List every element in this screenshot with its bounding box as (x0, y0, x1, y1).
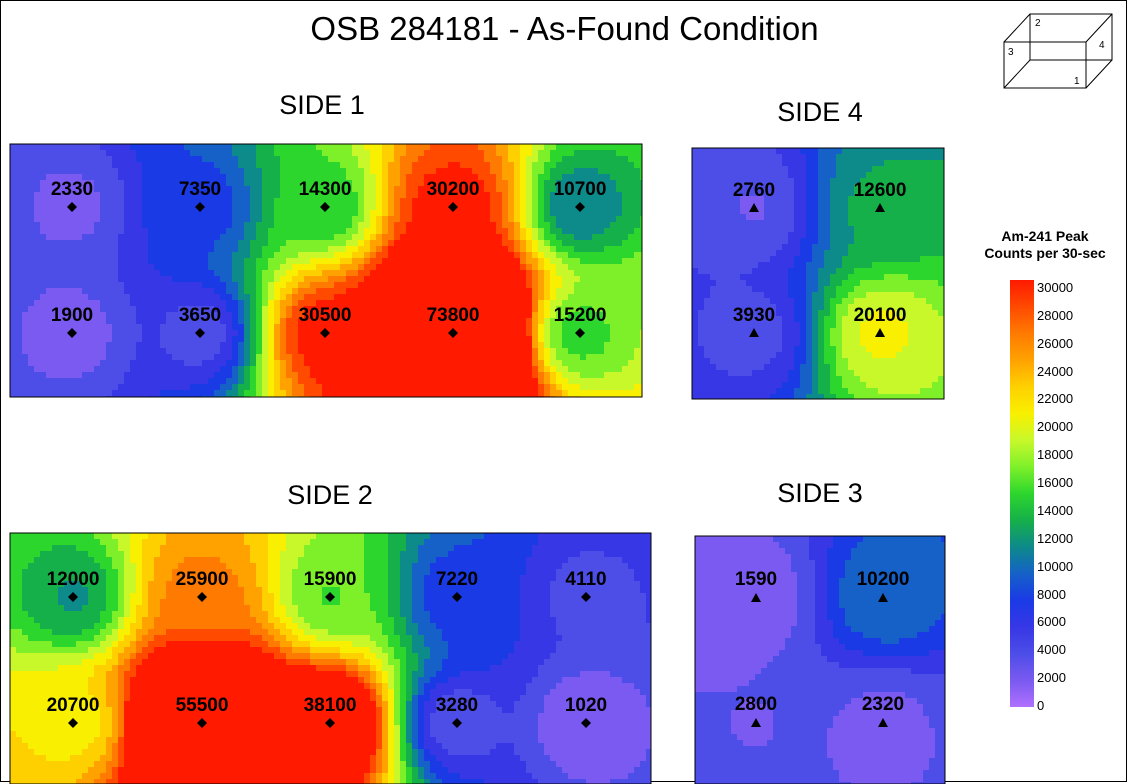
data-point-marker (67, 202, 77, 212)
legend-tick: 28000 (1037, 307, 1074, 323)
chart-title: OSB 284181 - As-Found Condition (310, 10, 819, 47)
side-panel-side-3: 1590 10200 2800 2320 (694, 535, 946, 784)
data-point-label: 12000 (47, 569, 100, 590)
heat-field (10, 533, 651, 784)
legend-tick: 8000 (1037, 586, 1066, 602)
panel-border (9, 532, 652, 784)
data-point-marker (195, 328, 205, 338)
data-point-label: 2320 (862, 694, 904, 715)
side-panel-side-1: 2330 7350 14300 30200 10700 1900 3650 30500 7380… (9, 143, 643, 398)
data-point-marker (581, 718, 591, 728)
cube-face-label-1: 1 (1074, 76, 1080, 87)
data-point-marker (67, 328, 77, 338)
data-point-label: 1020 (565, 695, 607, 716)
data-point-marker (575, 328, 585, 338)
data-point-marker (878, 718, 888, 727)
data-point-marker (875, 203, 885, 212)
data-point-label: 30500 (299, 305, 352, 326)
legend-tick: 22000 (1037, 391, 1074, 407)
heat-field (10, 144, 642, 397)
data-point-marker (749, 203, 759, 212)
legend-tick: 18000 (1037, 447, 1074, 463)
data-point-label: 55500 (176, 695, 229, 716)
panel-border (691, 147, 945, 400)
panel-border (9, 143, 643, 398)
side-1-title: SIDE 1 (279, 90, 365, 120)
data-point-label: 2330 (51, 179, 93, 200)
data-point-marker (320, 328, 330, 338)
heat-field (692, 148, 944, 399)
side-4-title: SIDE 4 (777, 97, 863, 127)
data-point-marker (448, 202, 458, 212)
cube-orientation-icon: 1 2 3 4 (1003, 13, 1113, 89)
data-point-marker (325, 592, 335, 602)
data-point-marker (581, 592, 591, 602)
data-point-label: 1900 (51, 305, 93, 326)
cube-face-label-3: 3 (1008, 47, 1014, 58)
data-point-marker (575, 202, 585, 212)
cube-face-label-2: 2 (1035, 18, 1041, 29)
data-point-label: 4110 (565, 569, 606, 590)
data-point-label: 7350 (179, 179, 221, 200)
data-point-marker (878, 593, 888, 602)
data-point-marker (452, 592, 462, 602)
data-point-marker (197, 718, 207, 728)
data-point-label: 14300 (299, 179, 352, 200)
data-point-label: 15200 (554, 305, 607, 326)
data-point-label: 10200 (857, 569, 910, 590)
data-point-marker (325, 718, 335, 728)
data-point-marker (875, 328, 885, 337)
legend-tick: 10000 (1037, 558, 1074, 574)
legend-tick: 6000 (1037, 614, 1066, 630)
legend-tick: 0 (1037, 698, 1045, 713)
data-point-label: 1590 (735, 569, 777, 590)
legend-color-bar (1010, 280, 1034, 707)
data-point-label: 38100 (304, 695, 357, 716)
data-point-label: 25900 (176, 569, 229, 590)
data-point-label: 3280 (436, 695, 478, 716)
legend-title-line2: Counts per 30-sec (984, 245, 1106, 261)
legend-tick: 20000 (1037, 419, 1074, 435)
data-point-marker (751, 718, 761, 727)
legend-tick: 2000 (1037, 670, 1066, 686)
legend-title: Am-241 Peak Counts per 30-sec (965, 228, 1125, 262)
cube-face-label-4: 4 (1099, 40, 1105, 51)
side-2-title: SIDE 2 (287, 480, 373, 510)
legend-tick: 30000 (1037, 280, 1074, 295)
heat-field (695, 536, 945, 784)
legend-tick: 12000 (1037, 530, 1074, 546)
data-point-label: 3930 (733, 305, 775, 326)
side-3-title: SIDE 3 (777, 478, 863, 508)
data-point-marker (452, 718, 462, 728)
data-point-label: 20700 (47, 695, 100, 716)
data-point-label: 7220 (436, 569, 478, 590)
data-point-label: 10700 (554, 179, 607, 200)
legend-tick: 14000 (1037, 502, 1074, 518)
data-point-marker (68, 592, 78, 602)
data-point-label: 30200 (427, 179, 480, 200)
data-point-marker (197, 592, 207, 602)
legend-tick: 26000 (1037, 335, 1074, 351)
data-point-label: 73800 (427, 305, 480, 326)
data-point-marker (751, 593, 761, 602)
data-point-label: 2800 (735, 694, 777, 715)
data-point-label: 15900 (304, 569, 357, 590)
data-point-marker (320, 202, 330, 212)
data-point-label: 12600 (854, 180, 907, 201)
legend-tick: 16000 (1037, 475, 1074, 491)
side-panel-side-2: 12000 25900 15900 7220 4110 20700 55500 38100 32… (9, 532, 652, 784)
legend-tick: 24000 (1037, 363, 1074, 379)
data-point-marker (448, 328, 458, 338)
data-point-label: 3650 (179, 305, 221, 326)
data-point-marker (195, 202, 205, 212)
data-point-label: 2760 (733, 180, 775, 201)
data-point-label: 20100 (854, 305, 907, 326)
panel-border (694, 535, 946, 784)
data-point-marker (749, 328, 759, 337)
legend-tick: 4000 (1037, 642, 1066, 658)
side-panel-side-4: 2760 12600 3930 20100 (691, 147, 945, 400)
legend-title-line1: Am-241 Peak (1001, 228, 1089, 244)
data-point-marker (68, 718, 78, 728)
